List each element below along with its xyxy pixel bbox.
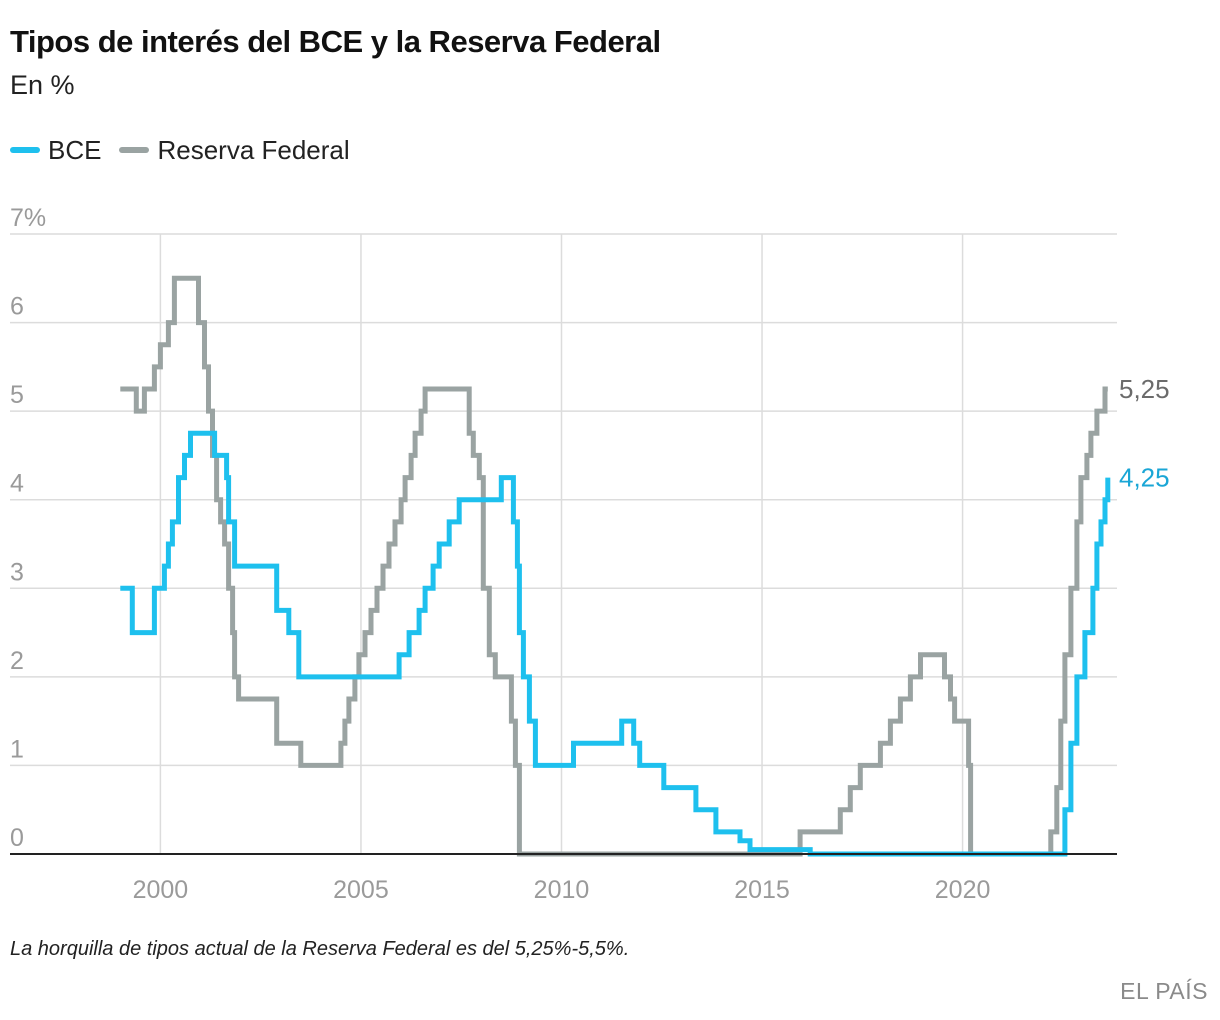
end-label-bce: 4,25 xyxy=(1119,463,1170,493)
x-tick-label: 2015 xyxy=(734,876,790,904)
chart-title: Tipos de interés del BCE y la Reserva Fe… xyxy=(10,24,661,59)
x-tick-label: 2010 xyxy=(534,876,590,904)
legend-item-fed: Reserva Federal xyxy=(119,134,350,166)
y-tick-label: 1 xyxy=(10,735,24,763)
legend-swatch-bce xyxy=(10,147,40,153)
y-tick-label: 7% xyxy=(10,204,46,232)
legend-swatch-fed xyxy=(119,147,150,153)
series-line-reserva-federal xyxy=(120,275,1108,857)
footnote: La horquilla de tipos actual de la Reser… xyxy=(10,938,630,960)
x-tick-label: 2020 xyxy=(935,876,991,904)
y-tick-label: 0 xyxy=(10,824,24,852)
y-tick-label: 6 xyxy=(10,293,24,321)
series-line-bce xyxy=(120,430,1111,857)
y-tick-label: 3 xyxy=(10,558,24,586)
x-tick-label: 2000 xyxy=(133,876,189,904)
chart-subtitle: En % xyxy=(10,70,75,100)
x-tick-label: 2005 xyxy=(333,876,389,904)
y-tick-label: 2 xyxy=(10,647,24,675)
end-label-reserva-federal: 5,25 xyxy=(1119,374,1170,404)
legend-label-fed: Reserva Federal xyxy=(157,134,350,165)
source-logo: EL PAÍS xyxy=(1120,978,1208,1004)
chart-legend: BCE Reserva Federal xyxy=(10,134,368,166)
interest-rate-chart: 0 1 2 3 4 5 6 7% 2000 2005 2010 2015 2020 5,25 4,25 xyxy=(10,204,1170,904)
legend-label-bce: BCE xyxy=(48,134,102,165)
legend-item-bce: BCE xyxy=(10,135,101,166)
y-tick-label: 4 xyxy=(10,470,24,498)
y-tick-label: 5 xyxy=(10,381,24,409)
